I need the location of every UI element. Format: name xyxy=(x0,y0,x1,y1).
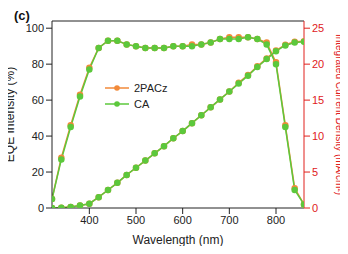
svg-text:20: 20 xyxy=(312,58,324,70)
svg-text:0: 0 xyxy=(38,202,44,214)
html-text:CA: CA xyxy=(134,98,150,110)
svg-text:5: 5 xyxy=(312,166,318,178)
svg-text:20: 20 xyxy=(32,166,44,178)
svg-text:0: 0 xyxy=(312,202,318,214)
html-text:(c): (c) xyxy=(14,8,30,23)
svg-text:EQE Intensity (%): EQE Intensity (%) xyxy=(8,67,17,162)
svg-text:800: 800 xyxy=(267,214,285,226)
svg-text:400: 400 xyxy=(80,214,98,226)
svg-text:15: 15 xyxy=(312,94,324,106)
svg-text:Integrated Current Density (mA: Integrated Current Density (mA/cm²) xyxy=(334,34,340,195)
html-text:2PACz: 2PACz xyxy=(134,82,168,94)
svg-text:600: 600 xyxy=(173,214,191,226)
svg-text:80: 80 xyxy=(32,58,44,70)
svg-text:500: 500 xyxy=(127,214,145,226)
svg-text:10: 10 xyxy=(312,130,324,142)
svg-text:100: 100 xyxy=(26,22,44,34)
svg-text:40: 40 xyxy=(32,130,44,142)
svg-text:Wavelength (nm): Wavelength (nm) xyxy=(133,233,224,246)
svg-text:700: 700 xyxy=(220,214,238,226)
svg-text:25: 25 xyxy=(312,22,324,34)
svg-text:60: 60 xyxy=(32,94,44,106)
